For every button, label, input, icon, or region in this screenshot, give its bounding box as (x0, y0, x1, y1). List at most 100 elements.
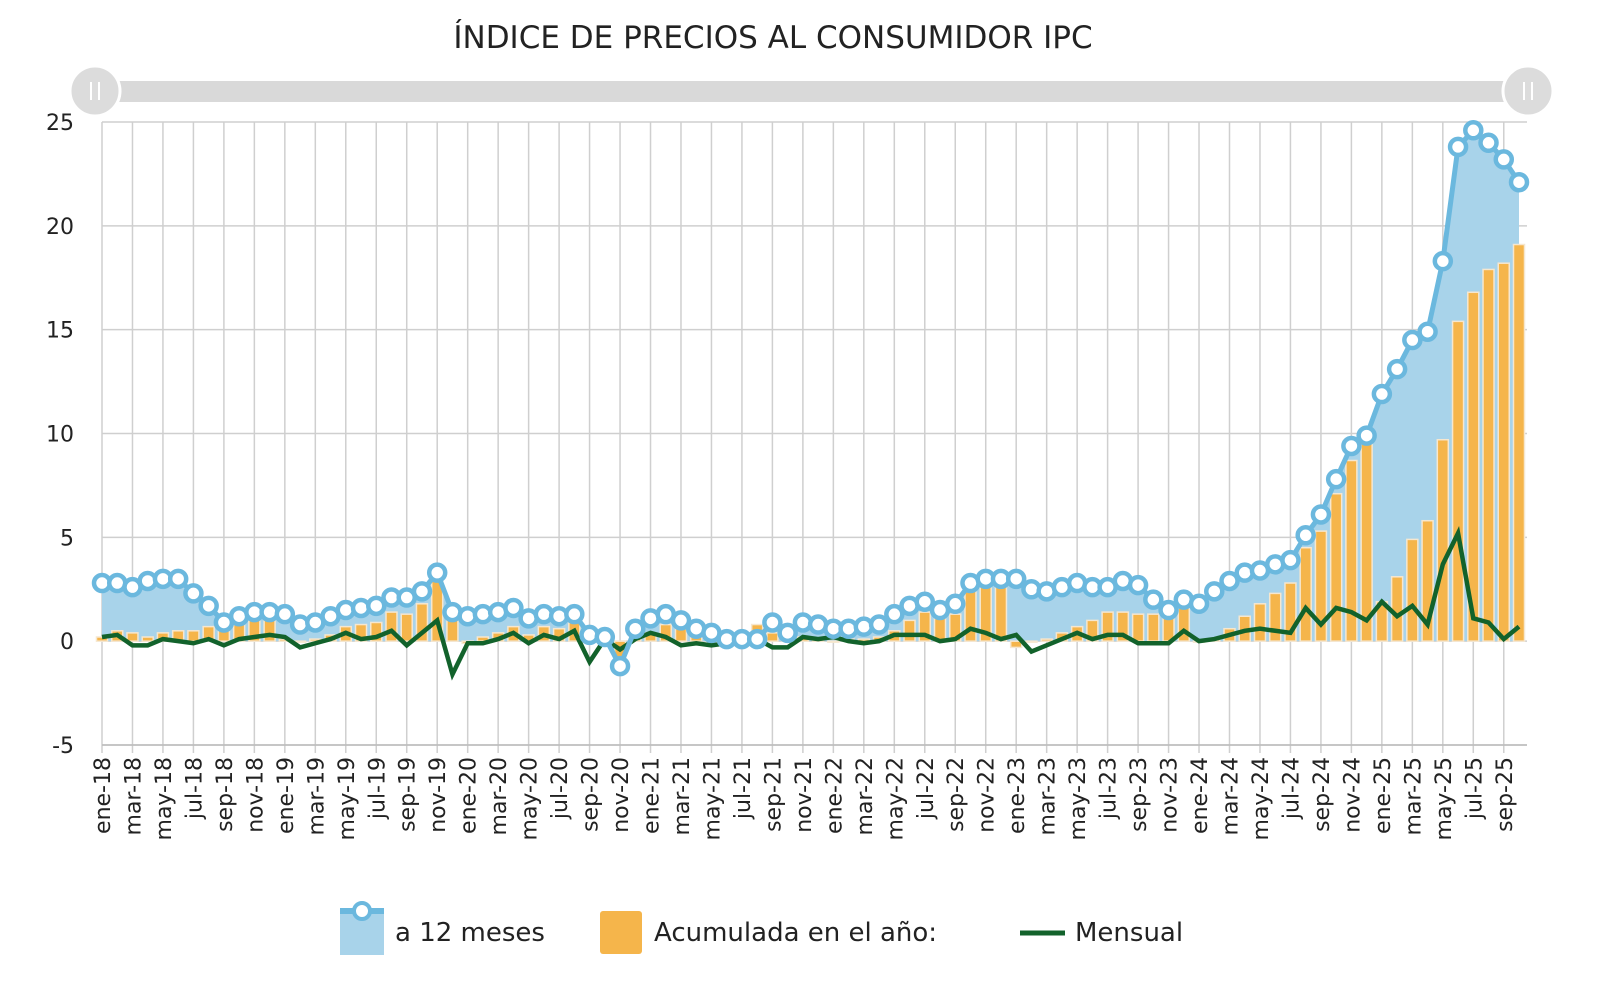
point-12-meses (594, 626, 616, 648)
x-tick-label: jul-19 (365, 757, 390, 820)
point-12-meses (777, 622, 798, 644)
range-slider[interactable] (68, 64, 1555, 118)
x-tick-label: mar-18 (121, 757, 146, 835)
point-12-meses (868, 614, 890, 635)
point-12-meses (1143, 589, 1164, 610)
x-tick-label: ene-19 (274, 757, 299, 834)
x-axis: ene-18 mar-18 may-18 jul-18 sep-18 nov-18 ene-… (91, 757, 1518, 840)
point-12-meses (1188, 593, 1210, 615)
bar-acumulada: mar-18 (126, 632, 139, 642)
point-12-meses (1447, 136, 1469, 158)
point-12-meses (1280, 549, 1301, 571)
series-12-meses-line (91, 120, 1530, 677)
series-acumulada-bars: ene-18feb-18mar-18abr-18may-18jun-18jul-… (95, 243, 1526, 663)
point-12-meses (1432, 250, 1454, 272)
y-tick-label: 0 (60, 630, 74, 655)
bar-acumulada: jun-24 (1268, 592, 1282, 642)
slider-track[interactable] (95, 81, 1528, 102)
bar-acumulada: sep-24 (1314, 530, 1328, 642)
bar-acumulada: jul-24 (1284, 582, 1297, 642)
x-tick-label: may-24 (1249, 757, 1274, 840)
bar-acumulada: oct-23 (1147, 613, 1160, 642)
slider-handle-left[interactable] (68, 64, 122, 118)
x-tick-label: mar-19 (304, 757, 329, 835)
y-tick-label: 5 (60, 526, 74, 551)
x-tick-label: nov-23 (1158, 757, 1183, 833)
point-12-meses (914, 591, 936, 612)
point-12-meses (1295, 525, 1316, 546)
x-tick-label: mar-21 (670, 757, 695, 835)
bar-acumulada: mar-23 (1040, 638, 1053, 642)
point-12-meses (274, 603, 296, 625)
bar-acumulada: ago-23 (1116, 611, 1130, 642)
series-mensual (101, 526, 1521, 681)
x-tick-label: jul-21 (731, 757, 756, 820)
x-tick-label: mar-20 (487, 757, 512, 835)
bar-acumulada: oct-24 (1329, 492, 1343, 642)
legend-item-12-meses[interactable]: a 12 meses (340, 901, 545, 955)
x-tick-label: ene-24 (1188, 757, 1213, 834)
x-tick-label: ene-21 (640, 757, 665, 834)
x-tick-label: jul-20 (548, 757, 573, 820)
x-tick-label: sep-21 (761, 757, 786, 832)
bar-acumulada: jun-22 (903, 619, 916, 642)
x-tick-label: sep-23 (1127, 757, 1152, 832)
slider-handle-right[interactable] (1501, 64, 1555, 118)
bar-acumulada: feb-23 (1025, 640, 1038, 643)
point-12-meses (1310, 504, 1332, 525)
bar-acumulada: jun-25 (1451, 320, 1465, 642)
x-tick-label: sep-20 (579, 757, 604, 832)
point-12-meses (167, 568, 189, 590)
bar-acumulada: sep-25 (1497, 262, 1511, 642)
legend-item-acumulada[interactable]: Acumulada en el año: (600, 911, 937, 954)
x-tick-label: mar-23 (1036, 757, 1061, 835)
point-12-meses (1478, 132, 1499, 154)
bar-acumulada: nov-24 (1345, 459, 1358, 642)
point-12-meses (746, 628, 768, 650)
x-tick-label: sep-18 (213, 757, 238, 832)
bar-acumulada: feb-19 (293, 640, 307, 643)
bar-acumulada: oct-25 (1512, 243, 1526, 642)
point-12-meses (1493, 149, 1515, 170)
x-tick-label: mar-24 (1219, 757, 1244, 835)
point-12-meses (609, 655, 631, 677)
y-tick-label: 25 (46, 111, 74, 136)
x-tick-label: may-25 (1432, 757, 1457, 840)
point-12-meses (1158, 599, 1179, 621)
x-tick-label: ene-20 (457, 757, 482, 834)
point-12-meses (1325, 468, 1347, 490)
point-12-meses (503, 597, 524, 619)
point-12-meses (944, 593, 966, 615)
bar-acumulada: sep-19 (400, 613, 413, 642)
bar-acumulada: feb-25 (1390, 576, 1404, 642)
bar-acumulada: jul-22 (918, 611, 932, 642)
bar-acumulada: ago-24 (1299, 546, 1312, 642)
bar-acumulada: sep-23 (1131, 613, 1145, 642)
x-tick-label: nov-18 (243, 757, 268, 833)
point-12-meses (1508, 171, 1530, 193)
x-tick-label: nov-20 (609, 757, 634, 833)
point-12-meses (1371, 383, 1393, 405)
point-12-meses (426, 562, 448, 583)
bar-acumulada: ene-23 (1009, 640, 1023, 649)
x-tick-label: sep-19 (396, 757, 421, 832)
y-tick-label: 20 (46, 215, 74, 240)
bar-acumulada: ago-19 (385, 611, 398, 642)
bar-acumulada: mar-25 (1406, 538, 1419, 642)
x-tick-label: may-21 (700, 757, 725, 840)
bar-acumulada: jul-18 (187, 630, 200, 642)
x-tick-label: may-22 (883, 757, 908, 840)
x-tick-label: may-23 (1066, 757, 1091, 840)
y-tick-label: 15 (46, 319, 74, 344)
bar-acumulada: abr-25 (1421, 519, 1434, 642)
legend-item-mensual[interactable]: Mensual (1020, 918, 1183, 948)
point-12-meses (1219, 570, 1240, 592)
x-tick-label: jul-24 (1279, 757, 1304, 820)
point-12-meses (564, 603, 585, 625)
bar-acumulada: dic-22 (994, 580, 1008, 642)
point-12-meses (1417, 321, 1438, 342)
x-tick-label: nov-21 (792, 757, 817, 833)
y-tick-label: 10 (46, 423, 74, 448)
point-12-meses (1386, 358, 1408, 380)
